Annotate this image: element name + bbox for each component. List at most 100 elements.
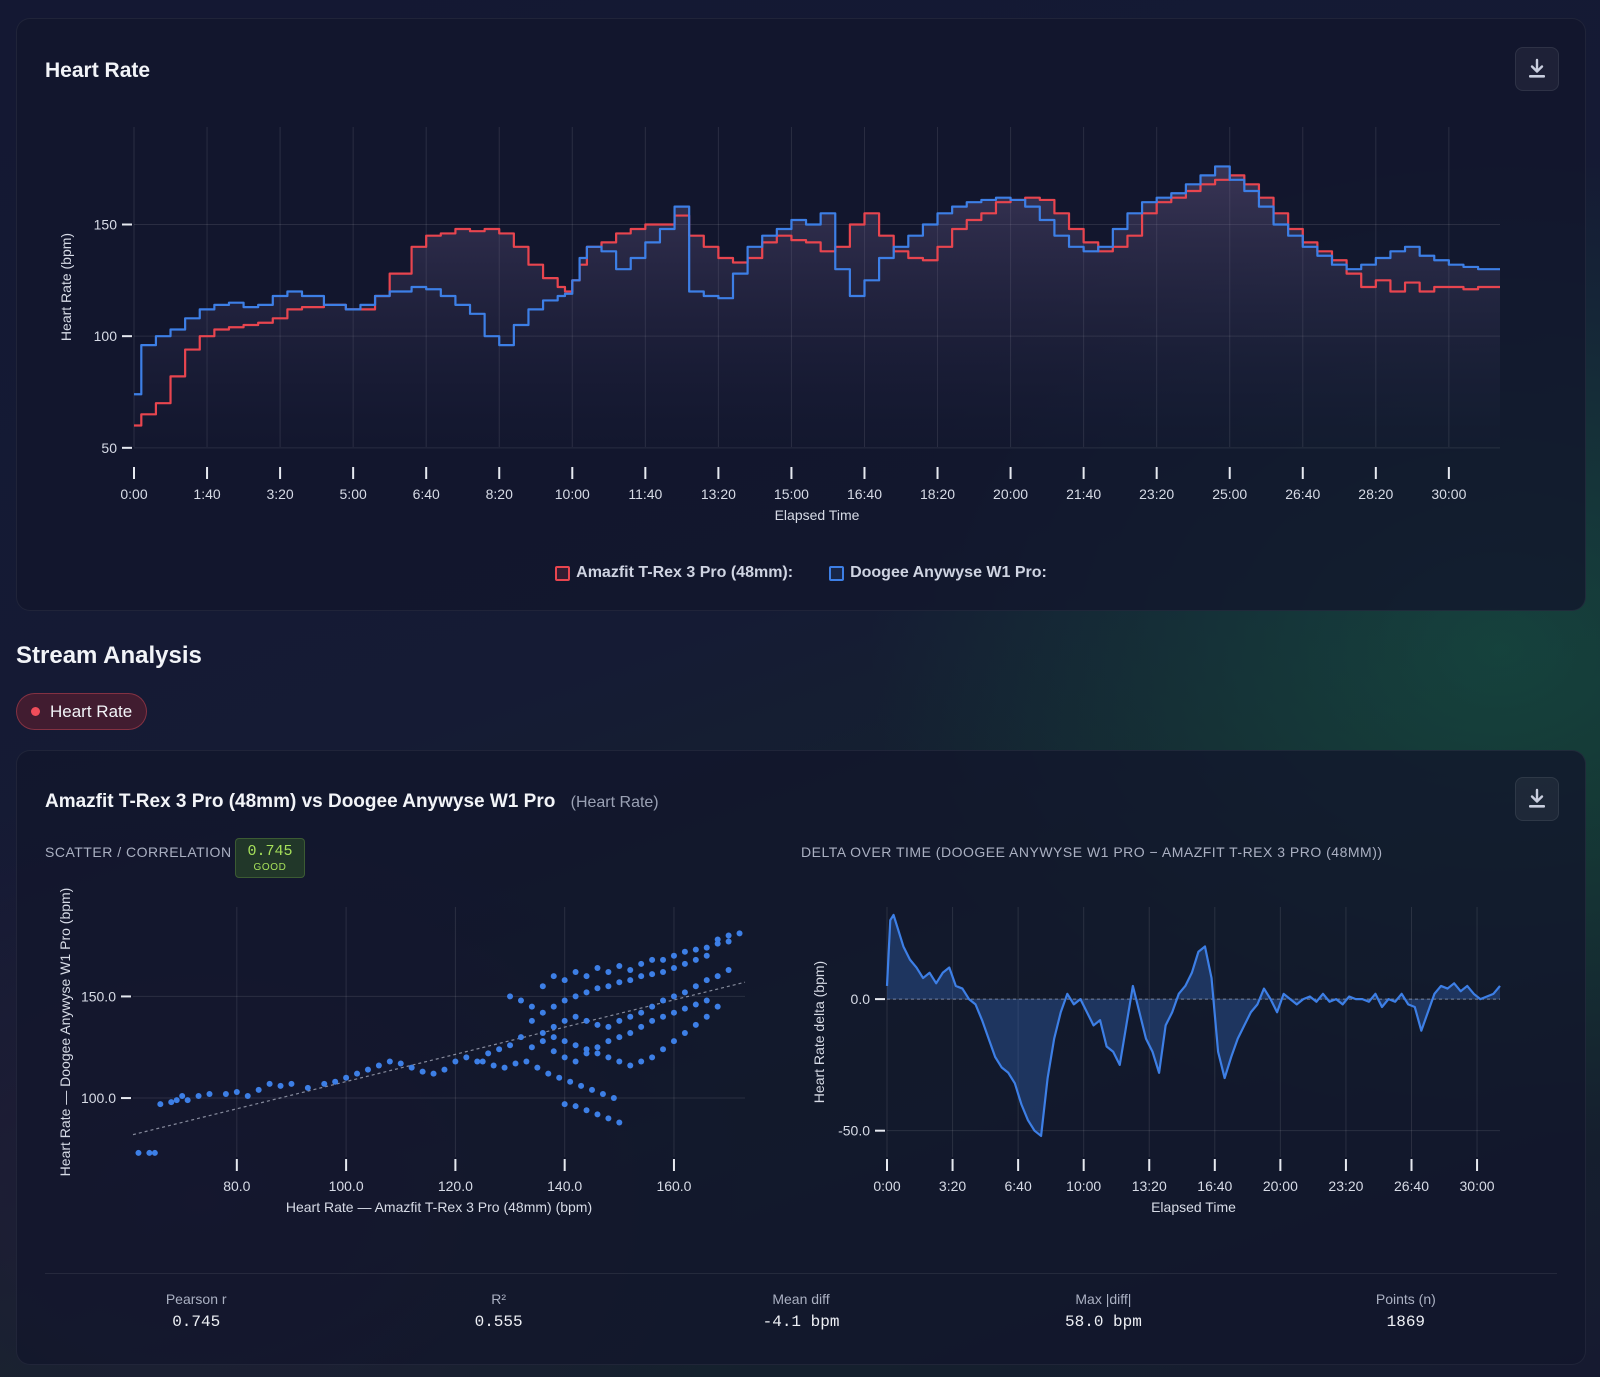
comparison-subtitle: (Heart Rate) <box>570 794 659 811</box>
scatter-point <box>512 1060 519 1067</box>
scatter-point <box>616 1034 623 1041</box>
doogee-series-line <box>134 165 1500 396</box>
scatter-point <box>430 1070 437 1077</box>
scatter-point <box>670 964 677 971</box>
legend-item-amazfit[interactable]: Amazfit T-Rex 3 Pro (48mm): <box>555 564 793 582</box>
scatter-point <box>583 1017 590 1024</box>
x-tick-label: 6:40 <box>1004 1178 1031 1194</box>
scatter-point <box>332 1078 339 1085</box>
scatter-point <box>660 1046 667 1053</box>
scatter-point <box>583 1107 590 1114</box>
scatter-point <box>670 993 677 1000</box>
x-tick-label: 16:40 <box>1197 1178 1232 1194</box>
scatter-point <box>638 1058 645 1065</box>
scatter-point <box>638 1009 645 1016</box>
scatter-point <box>528 1017 535 1024</box>
scatter-point <box>474 1058 481 1065</box>
scatter-point <box>572 1042 579 1049</box>
scatter-point <box>714 940 721 947</box>
delta-panel-label: DELTA OVER TIME (DOOGEE ANYWYSE W1 PRO −… <box>801 844 1383 860</box>
comparison-download-button[interactable] <box>1515 777 1559 821</box>
scatter-point <box>703 977 710 984</box>
scatter-point <box>146 1149 153 1156</box>
scatter-point <box>638 960 645 967</box>
scatter-point <box>583 1046 590 1053</box>
scatter-point <box>627 1062 634 1069</box>
scatter-point <box>681 1005 688 1012</box>
scatter-point <box>594 964 601 971</box>
scatter-point <box>725 938 732 945</box>
y-tick-label: 150 <box>94 217 118 233</box>
heart-rate-area <box>134 166 1500 447</box>
scatter-point <box>490 1062 497 1069</box>
x-tick-label: 25:00 <box>1212 486 1247 502</box>
x-tick-label: 26:40 <box>1394 1178 1429 1194</box>
stream-chip-label: Heart Rate <box>50 701 133 721</box>
scatter-point <box>605 1038 612 1045</box>
x-tick-label: 30:00 <box>1431 486 1466 502</box>
stat-label: R² <box>491 1291 506 1307</box>
stat-mean-diff: Mean diff -4.1 bpm <box>650 1291 952 1331</box>
scatter-point <box>168 1099 175 1106</box>
y-axis-title: Heart Rate — Doogee Anywyse W1 Pro (bpm) <box>57 888 73 1177</box>
scatter-point <box>222 1090 229 1097</box>
scatter-point <box>288 1080 295 1087</box>
scatter-point <box>545 1070 552 1077</box>
y-tick-label: 100.0 <box>81 1090 116 1106</box>
stat-points: Points (n) 1869 <box>1255 1291 1557 1331</box>
scatter-point <box>649 1017 656 1024</box>
scatter-point <box>528 1044 535 1051</box>
scatter-point <box>517 1034 524 1041</box>
scatter-point <box>523 1058 530 1065</box>
stream-chip-heart-rate[interactable]: Heart Rate <box>16 693 148 730</box>
scatter-point <box>550 1048 557 1055</box>
scatter-point <box>184 1097 191 1104</box>
stream-analysis-title: Stream Analysis <box>16 642 202 669</box>
scatter-point <box>681 960 688 967</box>
y-tick-label: 100 <box>94 328 118 344</box>
scatter-point <box>408 1064 415 1071</box>
scatter-point <box>605 983 612 990</box>
x-tick-label: 30:00 <box>1460 1178 1495 1194</box>
scatter-point <box>583 989 590 996</box>
x-tick-label: 28:20 <box>1358 486 1393 502</box>
stat-label: Max |diff| <box>1075 1291 1132 1307</box>
scatter-point <box>594 985 601 992</box>
scatter-point <box>660 1013 667 1020</box>
scatter-point <box>725 967 732 974</box>
scatter-point <box>255 1086 262 1093</box>
scatter-point <box>572 1058 579 1065</box>
x-tick-label: 20:00 <box>993 486 1028 502</box>
x-tick-label: 8:20 <box>486 486 513 502</box>
scatter-point <box>507 993 514 1000</box>
scatter-point <box>616 962 623 969</box>
scatter-point <box>539 1038 546 1045</box>
x-tick-label: 10:00 <box>1066 1178 1101 1194</box>
heart-rate-download-button[interactable] <box>1515 47 1559 91</box>
scatter-point <box>419 1068 426 1075</box>
x-tick-label: 23:20 <box>1139 486 1174 502</box>
scatter-point <box>627 1013 634 1020</box>
comparison-card: Amazfit T-Rex 3 Pro (48mm) vs Doogee Any… <box>16 750 1586 1365</box>
scatter-point <box>594 1050 601 1057</box>
scatter-point <box>692 1001 699 1008</box>
legend-item-doogee[interactable]: Doogee Anywyse W1 Pro: <box>829 564 1047 582</box>
scatter-point <box>703 952 710 959</box>
scatter-point <box>660 956 667 963</box>
stat-max-diff: Max |diff| 58.0 bpm <box>952 1291 1254 1331</box>
scatter-point <box>660 969 667 976</box>
scatter-point <box>605 969 612 976</box>
stat-value: 0.555 <box>474 1313 523 1331</box>
x-tick-label: 1:40 <box>193 486 220 502</box>
scatter-point <box>277 1082 284 1089</box>
x-tick-label: 20:00 <box>1263 1178 1298 1194</box>
scatter-point <box>627 977 634 984</box>
x-tick-label: 160.0 <box>656 1178 691 1194</box>
scatter-point <box>233 1088 240 1095</box>
scatter-point <box>572 993 579 1000</box>
scatter-point <box>550 1023 557 1030</box>
scatter-point <box>681 1030 688 1037</box>
x-tick-label: 3:20 <box>266 486 293 502</box>
grid <box>133 907 745 1157</box>
scatter-point <box>638 1023 645 1030</box>
